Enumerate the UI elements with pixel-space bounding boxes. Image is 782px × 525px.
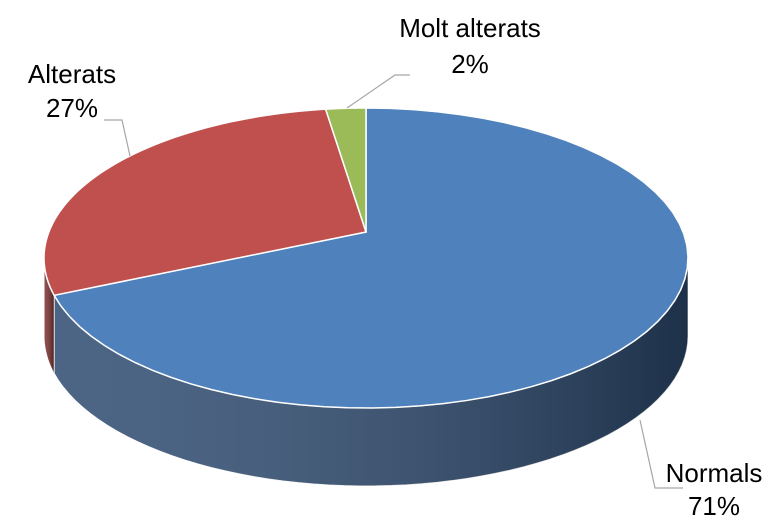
leader-line bbox=[104, 119, 131, 157]
side-shade bbox=[44, 258, 55, 374]
value-label: 27% bbox=[46, 93, 98, 123]
leader-line bbox=[639, 419, 683, 489]
pie-slice bbox=[52, 107, 689, 409]
category-label: Normals bbox=[666, 458, 763, 488]
category-label: Alterats bbox=[28, 59, 116, 89]
value-label: 2% bbox=[451, 49, 489, 79]
pie-top bbox=[43, 107, 689, 409]
pie-slice bbox=[43, 108, 367, 297]
value-label: 71% bbox=[688, 491, 740, 521]
pie-slice bbox=[324, 107, 367, 233]
side-shade bbox=[54, 258, 689, 486]
category-label: Molt alterats bbox=[399, 13, 541, 43]
leader-line bbox=[346, 74, 410, 109]
